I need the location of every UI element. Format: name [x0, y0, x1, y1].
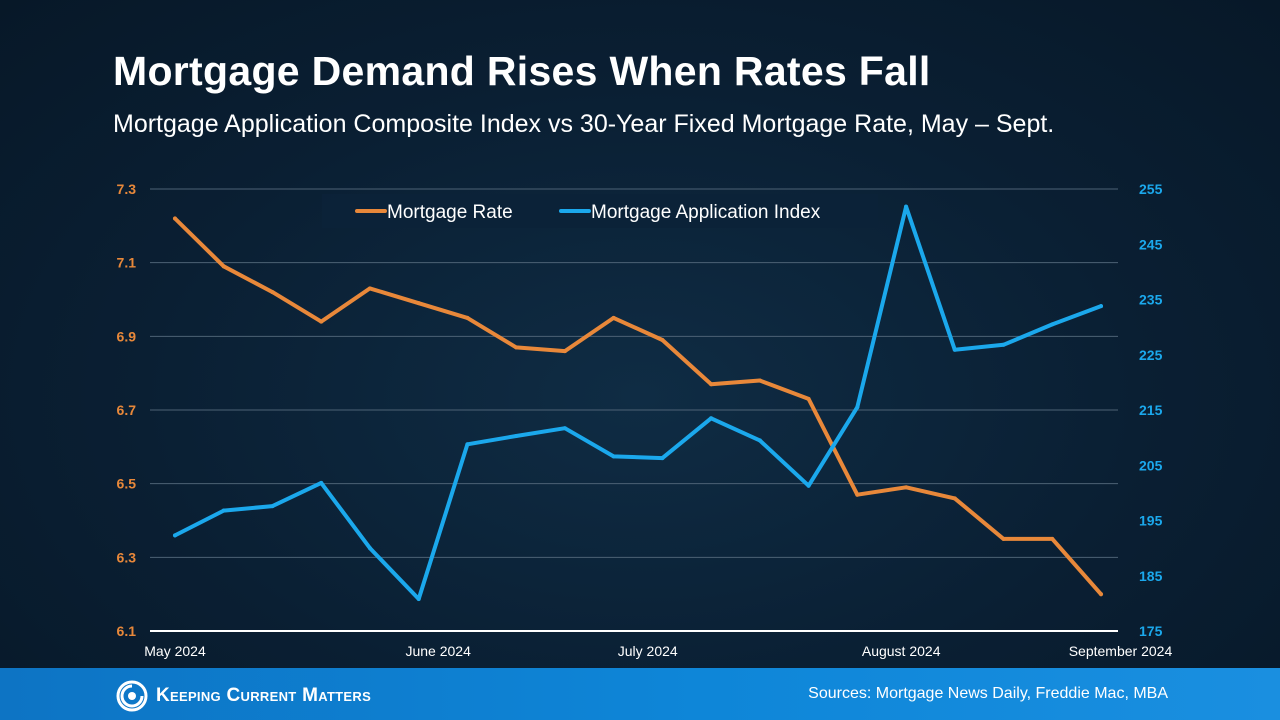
mortgage-rate-line [173, 216, 1103, 597]
footer-bar: Keeping Current Matters Sources: Mortgag… [0, 668, 1280, 720]
left-tick-label: 6.9 [117, 328, 137, 344]
left-tick-label: 6.3 [117, 549, 137, 565]
left-axis-ticks: 7.3 7.1 6.9 6.7 6.5 6.3 6.1 [117, 181, 137, 639]
legend-background [322, 194, 878, 228]
mortgage-rate-point [952, 496, 957, 501]
mortgage-application-index-point [416, 596, 421, 601]
x-tick-label: June 2024 [405, 643, 471, 659]
mortgage-application-index-point [270, 504, 275, 509]
x-tick-label: May 2024 [144, 643, 206, 659]
right-axis-ticks: 255 245 235 225 215 205 195 185 175 [1139, 181, 1163, 639]
left-tick-label: 6.1 [117, 623, 137, 639]
sources-text: Sources: Mortgage News Daily, Freddie Ma… [808, 685, 1168, 702]
mortgage-rate-point [1050, 536, 1055, 541]
brand: Keeping Current Matters [116, 680, 371, 712]
mortgage-rate-point [367, 286, 372, 291]
kcm-logo-icon [116, 680, 148, 712]
left-tick-label: 7.3 [117, 181, 137, 197]
mortgage-application-index-point [562, 426, 567, 431]
mortgage-application-index-point [709, 416, 714, 421]
mortgage-rate-point [709, 382, 714, 387]
mortgage-rate-point [221, 264, 226, 269]
x-tick-label: July 2024 [618, 643, 678, 659]
mortgage-application-index-point [465, 442, 470, 447]
x-axis-ticks: May 2024 June 2024 July 2024 August 2024 Sep… [144, 643, 1172, 659]
brand-name: Keeping Current Matters [156, 685, 372, 706]
right-tick-label: 225 [1139, 347, 1163, 363]
mortgage-application-index-point [319, 480, 324, 485]
mortgage-rate-point [1001, 536, 1006, 541]
right-tick-label: 235 [1139, 292, 1163, 308]
mortgage-rate-point [319, 319, 324, 324]
mortgage-rate-point [173, 216, 177, 221]
x-tick-label: September 2024 [1069, 643, 1173, 659]
mortgage-application-index-point [757, 438, 762, 443]
mortgage-rate-point [904, 485, 909, 490]
right-tick-label: 215 [1139, 402, 1163, 418]
mortgage-application-index-point [1001, 342, 1006, 347]
mortgage-rate-point [757, 378, 762, 383]
mortgage-rate-point [806, 396, 811, 401]
mortgage-rate-point [514, 345, 519, 350]
mortgage-rate-point [465, 315, 470, 320]
left-tick-label: 6.5 [117, 476, 137, 492]
mortgage-rate-point [416, 301, 421, 306]
right-tick-label: 245 [1139, 236, 1163, 252]
mortgage-application-index-point [367, 546, 372, 551]
mortgage-application-index-point [514, 433, 519, 438]
mortgage-application-index-line [173, 204, 1103, 601]
right-tick-label: 175 [1139, 623, 1163, 639]
right-tick-label: 185 [1139, 568, 1163, 584]
mortgage-application-index-point [611, 454, 616, 459]
mortgage-chart: 7.3 7.1 6.9 6.7 6.5 6.3 6.1 255 245 235 225 215 205… [116, 181, 1172, 659]
mortgage-application-index-point [904, 204, 909, 209]
chart-subtitle: Mortgage Application Composite Index vs … [113, 110, 1055, 138]
mortgage-application-index-point [173, 533, 177, 538]
legend-label-mortgage-application-index: Mortgage Application Index [591, 202, 821, 223]
left-tick-label: 6.7 [117, 402, 137, 418]
mortgage-application-index-point [806, 483, 811, 488]
mortgage-application-index-point [855, 405, 860, 410]
x-tick-label: August 2024 [862, 643, 941, 659]
mortgage-rate-point [562, 349, 567, 354]
mortgage-rate-point [1099, 592, 1103, 597]
right-tick-label: 205 [1139, 457, 1163, 473]
mortgage-rate-point [270, 290, 275, 295]
mortgage-application-index-point [952, 347, 957, 352]
mortgage-application-index-point [660, 456, 665, 461]
right-tick-label: 195 [1139, 513, 1163, 529]
chart-legend: Mortgage Rate Mortgage Application Index [322, 194, 878, 228]
mortgage-rate-point [611, 315, 616, 320]
gridlines [150, 188, 1118, 632]
right-tick-label: 255 [1139, 181, 1163, 197]
mortgage-application-index-point [1050, 322, 1055, 327]
mortgage-application-index-point [221, 508, 226, 513]
mortgage-rate-point [660, 338, 665, 343]
mortgage-application-index-point [1099, 304, 1103, 309]
chart-title: Mortgage Demand Rises When Rates Fall [113, 48, 931, 94]
series-layer [173, 204, 1103, 601]
mortgage-rate-point [855, 492, 860, 497]
legend-label-mortgage-rate: Mortgage Rate [387, 202, 513, 223]
left-tick-label: 7.1 [117, 255, 137, 271]
